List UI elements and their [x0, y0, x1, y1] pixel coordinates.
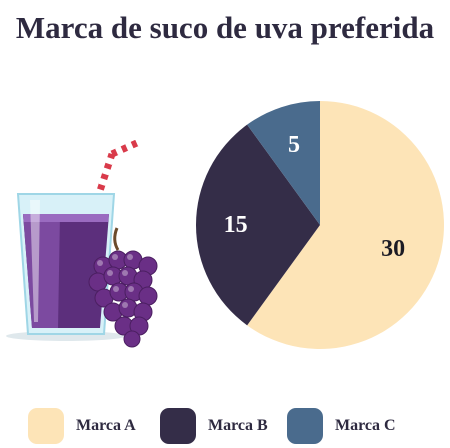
legend-item-marca-a: Marca A — [28, 408, 136, 444]
legend-swatch — [160, 408, 196, 444]
pie-slice-marca-b — [196, 124, 320, 326]
legend-label: Marca A — [76, 417, 136, 434]
grape-juice-glass-icon — [6, 140, 158, 348]
legend-label: Marca B — [208, 417, 268, 434]
chart-title: Marca de suco de uva preferida — [15, 10, 435, 45]
legend-swatch — [287, 408, 323, 444]
grapes-icon — [88, 250, 158, 348]
pie-slice-marca-a — [247, 101, 444, 349]
data-label-marca-c: 5 — [288, 132, 300, 158]
legend-label: Marca C — [335, 417, 396, 434]
data-label-marca-b: 15 — [224, 212, 248, 238]
straw-icon — [93, 140, 141, 202]
data-label-marca-a: 30 — [381, 236, 405, 262]
legend-swatch — [28, 408, 64, 444]
pie-chart: 30 15 5 — [196, 101, 444, 349]
legend-item-marca-c: Marca C — [287, 408, 396, 444]
legend-item-marca-b: Marca B — [160, 408, 268, 444]
pie-slice-marca-c — [247, 101, 320, 225]
